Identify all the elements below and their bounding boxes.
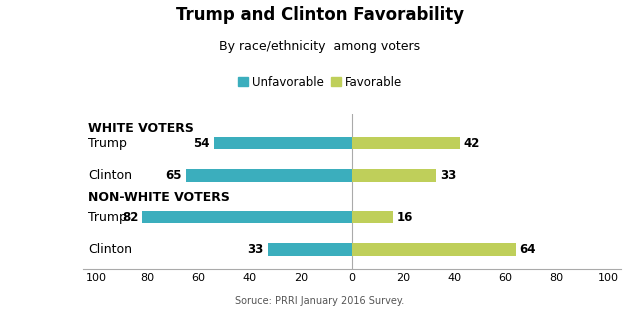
Text: Clinton: Clinton [88, 169, 132, 182]
Text: Clinton: Clinton [88, 243, 132, 256]
Bar [352, 243, 516, 256]
Text: Trump and Clinton Favorability: Trump and Clinton Favorability [176, 6, 464, 24]
Text: Trump: Trump [88, 137, 127, 150]
Bar [268, 243, 352, 256]
Legend: Unfavorable, Favorable: Unfavorable, Favorable [233, 71, 407, 93]
Text: 82: 82 [122, 211, 138, 224]
Text: 64: 64 [520, 243, 536, 256]
Bar [186, 169, 352, 182]
Text: 33: 33 [248, 243, 264, 256]
Bar [352, 211, 393, 223]
Bar [352, 169, 436, 182]
Text: 65: 65 [165, 169, 182, 182]
Bar [352, 137, 460, 150]
Text: 16: 16 [397, 211, 413, 224]
Text: Soruce: PRRI January 2016 Survey.: Soruce: PRRI January 2016 Survey. [236, 296, 404, 306]
Text: WHITE VOTERS: WHITE VOTERS [88, 122, 194, 135]
Text: By race/ethnicity  among voters: By race/ethnicity among voters [220, 40, 420, 53]
Text: 33: 33 [440, 169, 456, 182]
Text: NON-WHITE VOTERS: NON-WHITE VOTERS [88, 191, 230, 204]
Text: 42: 42 [463, 137, 480, 150]
Text: 54: 54 [193, 137, 210, 150]
Bar [214, 137, 352, 150]
Bar [142, 211, 352, 223]
Text: Trump: Trump [88, 211, 127, 224]
